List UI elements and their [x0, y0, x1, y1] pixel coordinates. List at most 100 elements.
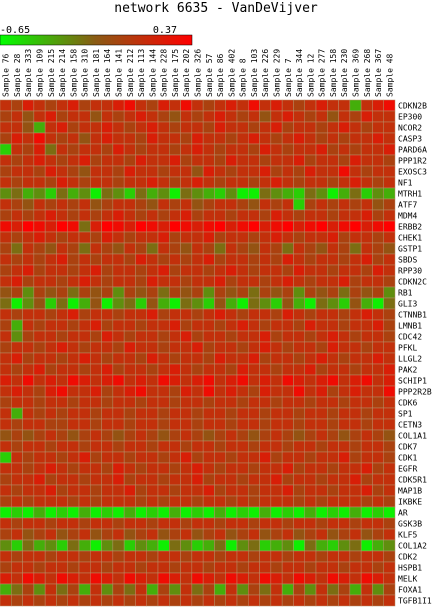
- heatmap-cell: [315, 275, 328, 288]
- heatmap-cell: [281, 363, 294, 376]
- heatmap-cell: [236, 297, 249, 310]
- heatmap-cell: [0, 572, 12, 585]
- heatmap-cell: [214, 462, 226, 475]
- heatmap-cell: [22, 330, 35, 343]
- heatmap-cell: [90, 110, 102, 123]
- heatmap-cell: [214, 143, 226, 156]
- heatmap-cell: [90, 154, 102, 167]
- heatmap-cell: [11, 110, 23, 123]
- row-label: FOXA1: [398, 586, 422, 595]
- heatmap-cell: [33, 352, 46, 365]
- heatmap-cell: [349, 198, 362, 211]
- heatmap-cell: [101, 198, 114, 211]
- heatmap-cell: [180, 407, 193, 420]
- heatmap-cell: [293, 110, 305, 123]
- heatmap-cell: [225, 352, 238, 365]
- heatmap-cell: [315, 506, 328, 519]
- heatmap-cell: [349, 429, 362, 442]
- heatmap-cell: [33, 572, 46, 585]
- heatmap-cell: [259, 572, 272, 585]
- heatmap-cell: [56, 484, 68, 497]
- heatmap-cell: [112, 253, 125, 266]
- heatmap-cell: [214, 264, 226, 277]
- heatmap-cell: [360, 110, 373, 123]
- heatmap-cell: [360, 374, 373, 387]
- heatmap-cell: [157, 396, 170, 409]
- heatmap-cell: [78, 297, 91, 310]
- heatmap-cell: [338, 363, 351, 376]
- heatmap-cell: [281, 528, 294, 541]
- heatmap-cell: [11, 396, 23, 409]
- heatmap-cell: [259, 297, 272, 310]
- heatmap-cell: [327, 506, 339, 519]
- heatmap-cell: [0, 583, 12, 596]
- heatmap-cell: [202, 231, 215, 244]
- heatmap-cell: [169, 407, 181, 420]
- heatmap-cell: [169, 110, 181, 123]
- heatmap-cell: [349, 451, 362, 464]
- heatmap-cell: [270, 539, 283, 552]
- column-label: Sample 76: [2, 53, 11, 97]
- heatmap-cell: [360, 264, 373, 277]
- heatmap-cell: [56, 440, 68, 453]
- heatmap-cell: [338, 517, 351, 530]
- heatmap-cell: [44, 209, 57, 222]
- heatmap-cell: [191, 539, 204, 552]
- heatmap-cell: [146, 286, 159, 299]
- heatmap-cell: [146, 506, 159, 519]
- heatmap-cell: [157, 583, 170, 596]
- heatmap-cell: [101, 253, 114, 266]
- column-label: Sample 367: [374, 49, 383, 97]
- heatmap-cell: [202, 330, 215, 343]
- heatmap-cell: [44, 231, 57, 244]
- heatmap-cell: [157, 121, 170, 134]
- heatmap-cell: [33, 231, 46, 244]
- heatmap-cell: [123, 374, 136, 387]
- heatmap-cell: [90, 143, 102, 156]
- heatmap-cell: [281, 187, 294, 200]
- heatmap-cell: [123, 242, 136, 255]
- heatmap-cell: [0, 165, 12, 178]
- heatmap-cell: [146, 396, 159, 409]
- heatmap-cell: [112, 429, 125, 442]
- column-label: Sample 113: [137, 49, 146, 97]
- heatmap-cell: [383, 154, 396, 167]
- heatmap-cell: [372, 319, 384, 332]
- heatmap-cell: [349, 209, 362, 222]
- heatmap-cell: [248, 176, 260, 189]
- heatmap-cell: [44, 187, 57, 200]
- heatmap-cell: [236, 253, 249, 266]
- heatmap-cell: [191, 341, 204, 354]
- heatmap-cell: [78, 484, 91, 497]
- heatmap-cell: [90, 528, 102, 541]
- heatmap-cell: [191, 418, 204, 431]
- heatmap-cell: [56, 99, 68, 112]
- heatmap-cell: [270, 506, 283, 519]
- heatmap-cell: [33, 165, 46, 178]
- heatmap-cell: [0, 308, 12, 321]
- heatmap-cell: [248, 286, 260, 299]
- heatmap-cell: [180, 374, 193, 387]
- column-label: Sample 181: [92, 49, 101, 97]
- heatmap-cell: [67, 330, 80, 343]
- heatmap-cell: [214, 374, 226, 387]
- heatmap-cell: [349, 352, 362, 365]
- heatmap-cell: [338, 253, 351, 266]
- heatmap-cell: [202, 253, 215, 266]
- heatmap-cell: [383, 143, 396, 156]
- heatmap-cell: [169, 275, 181, 288]
- heatmap-cell: [225, 154, 238, 167]
- heatmap-cell: [214, 594, 226, 607]
- heatmap-cell: [383, 176, 396, 189]
- heatmap-cell: [56, 594, 68, 607]
- heatmap-cell: [372, 561, 384, 574]
- heatmap-cell: [259, 429, 272, 442]
- heatmap-cell: [281, 308, 294, 321]
- heatmap-cell: [0, 473, 12, 486]
- heatmap-cell: [349, 99, 362, 112]
- row-label: TGFB1I1: [398, 597, 432, 606]
- heatmap-cell: [90, 429, 102, 442]
- row-label: PARD6A: [398, 146, 427, 155]
- heatmap-cell: [180, 385, 193, 398]
- heatmap-cell: [146, 154, 159, 167]
